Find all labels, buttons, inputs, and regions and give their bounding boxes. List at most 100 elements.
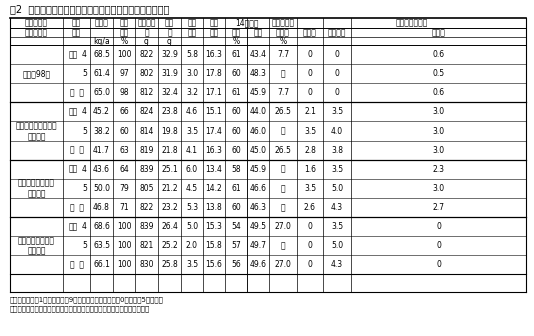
- Text: 812: 812: [139, 88, 154, 97]
- Text: 44.0: 44.0: [249, 108, 266, 116]
- Text: 注）外観品質：1（上ノ上）～9（下ノ下）、発病程度：0（無）～5（甚）。: 注）外観品質：1（上ノ上）～9（下ノ下）、発病程度：0（無）～5（甚）。: [10, 296, 164, 303]
- Text: 15.3: 15.3: [206, 222, 223, 231]
- Text: 3.5: 3.5: [304, 184, 316, 193]
- Text: 重: 重: [167, 28, 172, 37]
- Text: 49.7: 49.7: [249, 241, 266, 250]
- Text: 805: 805: [139, 184, 154, 193]
- Text: 48.3: 48.3: [249, 69, 266, 78]
- Text: 3.0: 3.0: [433, 108, 445, 116]
- Text: 重: 重: [144, 28, 149, 37]
- Text: 15.8: 15.8: [206, 241, 222, 250]
- Text: 7.7: 7.7: [277, 50, 289, 59]
- Text: 含有率: 含有率: [276, 28, 290, 37]
- Text: 0: 0: [436, 222, 441, 231]
- Text: 802: 802: [139, 69, 154, 78]
- Text: 27.0: 27.0: [274, 260, 292, 269]
- Text: 31.9: 31.9: [161, 69, 178, 78]
- Text: 3.5: 3.5: [186, 260, 198, 269]
- Text: 歩合: 歩合: [231, 28, 241, 37]
- Text: 13.4: 13.4: [206, 165, 223, 174]
- Text: 4.3: 4.3: [331, 260, 343, 269]
- Text: 5.0: 5.0: [331, 184, 343, 193]
- Text: 19.8: 19.8: [161, 127, 178, 135]
- Text: 25.1: 25.1: [161, 165, 178, 174]
- Text: 41.7: 41.7: [93, 146, 110, 155]
- Text: 21.8: 21.8: [161, 146, 178, 155]
- Text: %: %: [121, 37, 128, 45]
- Text: 3.2: 3.2: [186, 88, 198, 97]
- Text: （標準）: （標準）: [27, 247, 46, 256]
- Text: 100: 100: [117, 222, 131, 231]
- Text: 32.9: 32.9: [161, 50, 178, 59]
- Text: 又は品種名: 又は品種名: [25, 28, 48, 37]
- Text: 5: 5: [82, 127, 87, 135]
- Text: 45.9: 45.9: [249, 88, 266, 97]
- Text: 61: 61: [231, 184, 241, 193]
- Text: 100: 100: [117, 241, 131, 250]
- Text: 系　統　名: 系 統 名: [25, 18, 48, 28]
- Text: 5.3: 5.3: [186, 203, 198, 212]
- Text: 平  均: 平 均: [69, 203, 83, 212]
- Text: 63.5: 63.5: [93, 241, 110, 250]
- Text: 3.5: 3.5: [186, 127, 198, 135]
- Text: 46.6: 46.6: [249, 184, 266, 193]
- Text: 0: 0: [308, 88, 312, 97]
- Text: 0: 0: [436, 260, 441, 269]
- Text: 25.8: 25.8: [161, 260, 178, 269]
- Text: 平成: 平成: [69, 50, 78, 59]
- Text: 黄化疸: 黄化疸: [431, 28, 445, 37]
- Text: 4.5: 4.5: [186, 184, 198, 193]
- Text: 14分搗精: 14分搗精: [235, 18, 259, 28]
- Text: 38.2: 38.2: [93, 127, 110, 135]
- Text: 100: 100: [117, 260, 131, 269]
- Text: 71: 71: [119, 203, 129, 212]
- Text: 60: 60: [231, 127, 241, 135]
- Text: 5.0: 5.0: [186, 222, 198, 231]
- Text: 平  均: 平 均: [69, 260, 83, 269]
- Text: 4.0: 4.0: [331, 127, 343, 135]
- Text: 0.6: 0.6: [433, 50, 445, 59]
- Text: ・: ・: [281, 165, 285, 174]
- Text: 97: 97: [119, 69, 129, 78]
- Text: うどんこ: うどんこ: [328, 28, 346, 37]
- Text: %: %: [279, 37, 287, 45]
- Text: ・: ・: [281, 241, 285, 250]
- Text: 46.8: 46.8: [93, 203, 110, 212]
- Text: 23.2: 23.2: [161, 203, 178, 212]
- Text: ｳｨﾝﾀｰﾗｲﾄﾞ: ｳｨﾝﾀｰﾗｲﾄﾞ: [15, 121, 57, 130]
- Text: 2.7: 2.7: [433, 203, 444, 212]
- Text: 5.0: 5.0: [331, 241, 343, 250]
- Text: 814: 814: [139, 127, 154, 135]
- Text: 49.6: 49.6: [249, 260, 266, 269]
- Text: 白度: 白度: [209, 28, 218, 37]
- Text: 発　所　程　度: 発 所 程 度: [395, 18, 428, 28]
- Text: ・: ・: [281, 127, 285, 135]
- Text: 3.8: 3.8: [331, 146, 343, 155]
- Text: 66.1: 66.1: [93, 260, 110, 269]
- Text: 3.0: 3.0: [186, 69, 198, 78]
- Text: アミロース: アミロース: [271, 18, 295, 28]
- Text: 3.5: 3.5: [331, 108, 343, 116]
- Text: g: g: [167, 37, 172, 45]
- Text: 17.1: 17.1: [206, 88, 222, 97]
- Text: 61.4: 61.4: [93, 69, 110, 78]
- Text: 821: 821: [139, 241, 154, 250]
- Text: 839: 839: [139, 165, 154, 174]
- Text: 50.0: 50.0: [93, 184, 110, 193]
- Text: 0: 0: [308, 222, 312, 231]
- Text: 子実重: 子実重: [95, 18, 108, 28]
- Text: 外観: 外観: [187, 18, 197, 28]
- Text: 66: 66: [119, 108, 129, 116]
- Text: 15.1: 15.1: [206, 108, 222, 116]
- Text: 3.5: 3.5: [304, 127, 316, 135]
- Text: 0.6: 0.6: [433, 88, 445, 97]
- Text: 98: 98: [119, 88, 129, 97]
- Text: 標比: 標比: [120, 28, 129, 37]
- Text: 839: 839: [139, 222, 154, 231]
- Text: 822: 822: [139, 50, 154, 59]
- Text: 60: 60: [231, 203, 241, 212]
- Text: 0.5: 0.5: [433, 69, 445, 78]
- Text: 27.0: 27.0: [274, 222, 292, 231]
- Text: 43.4: 43.4: [249, 50, 266, 59]
- Text: 60: 60: [119, 127, 129, 135]
